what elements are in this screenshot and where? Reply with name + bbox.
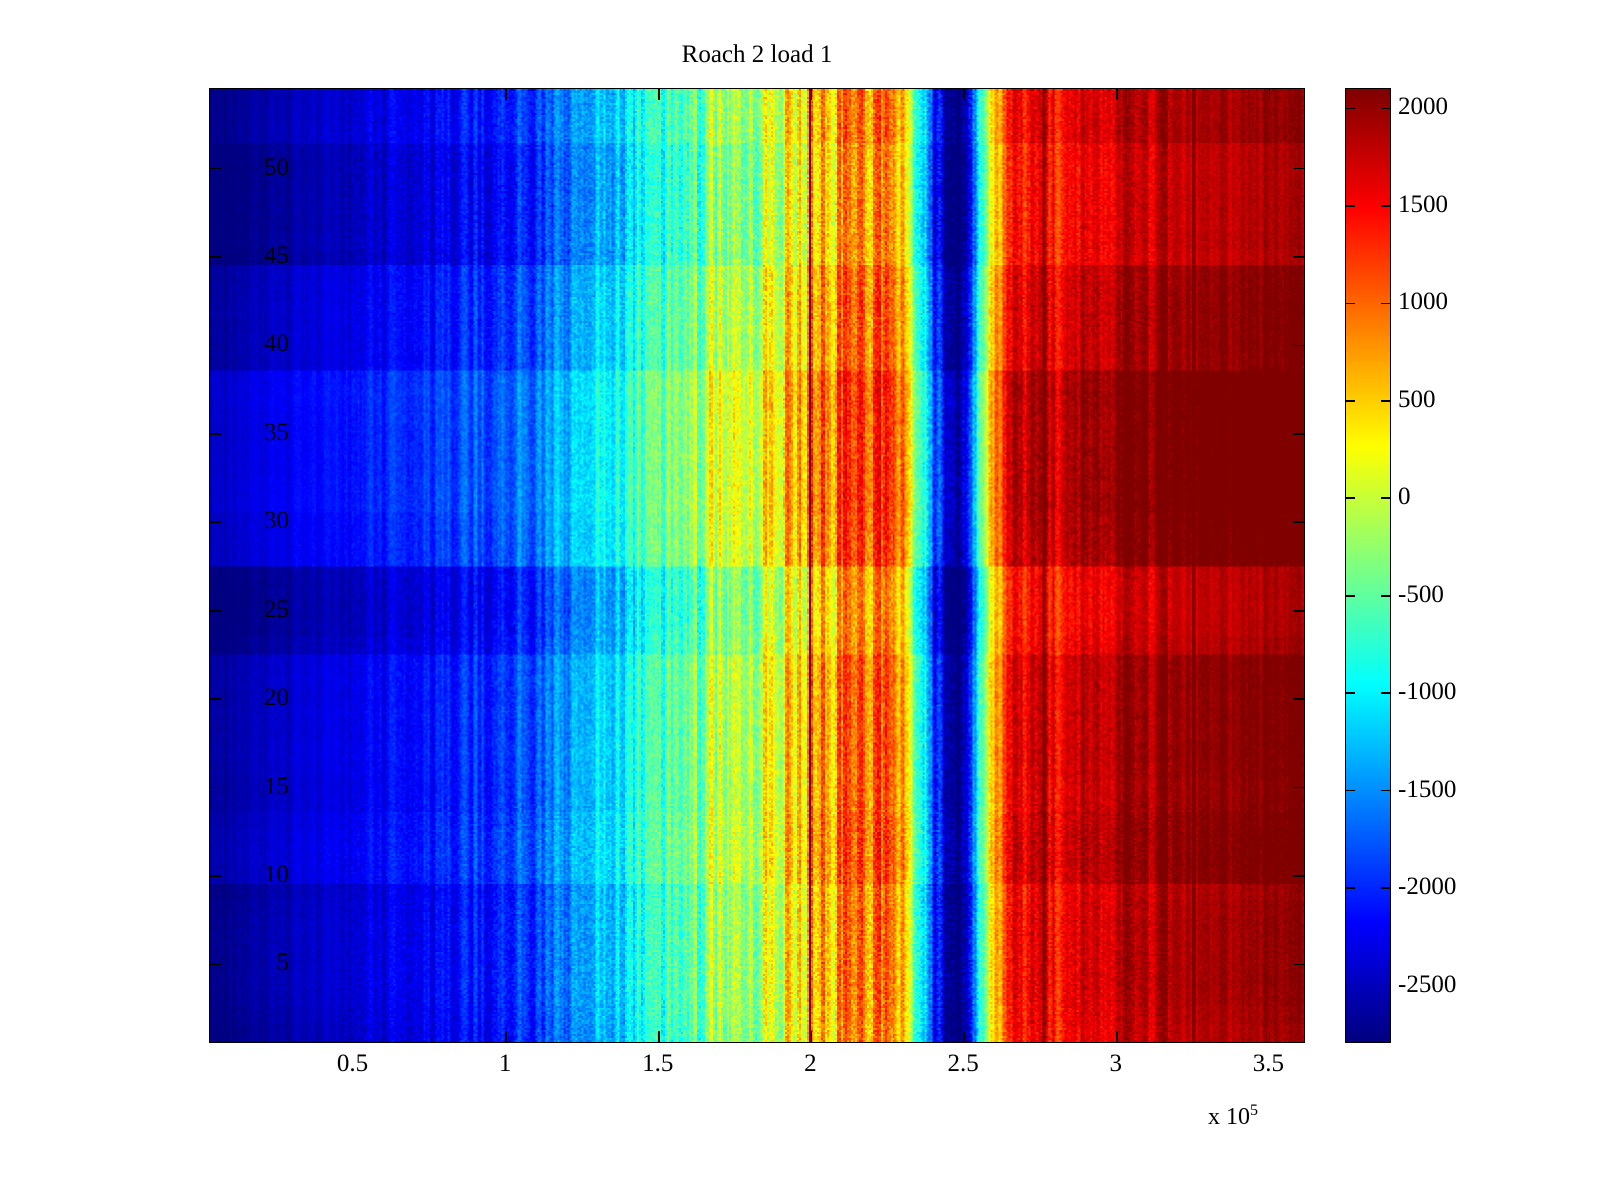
y-axis-tick-mark-right: [1293, 521, 1304, 524]
x-axis-tick-mark-top: [963, 89, 965, 100]
y-axis-tick-mark: [210, 344, 221, 347]
colorbar-tick-label: -2000: [1398, 873, 1457, 901]
y-axis-tick-mark: [210, 521, 221, 524]
y-axis-tick-label: 5: [276, 949, 290, 977]
x-axis-tick-mark-top: [505, 89, 507, 100]
x-axis-tick-mark-top: [1268, 89, 1271, 100]
colorbar-tick-mark-left: [1346, 887, 1355, 889]
x-axis-tick-mark-top: [657, 89, 660, 100]
colorbar-tick-label: 1500: [1398, 190, 1448, 218]
colorbar-tick-label: 500: [1398, 385, 1436, 413]
heatmap-image: [210, 89, 1304, 1042]
x-axis-tick-mark: [963, 1031, 965, 1042]
y-axis-tick-mark: [210, 609, 221, 612]
colorbar-tick-mark-right: [1381, 400, 1390, 402]
y-axis-tick-mark: [210, 786, 221, 789]
x-axis-tick-mark-top: [352, 89, 355, 100]
y-axis-tick-label: 30: [264, 507, 289, 535]
colorbar-gradient: [1346, 89, 1390, 1042]
y-axis-tick-mark-right: [1293, 786, 1304, 789]
colorbar-tick-label: -2500: [1398, 970, 1457, 998]
y-axis-tick-mark: [210, 963, 221, 966]
colorbar-tick-mark-left: [1346, 692, 1355, 694]
y-axis-tick-mark-right: [1293, 433, 1304, 435]
y-axis-tick-label: 10: [264, 860, 289, 888]
x-axis-tick-mark: [352, 1031, 355, 1042]
y-axis-tick-mark: [210, 875, 221, 877]
x-axis-tick-mark: [1115, 1031, 1118, 1042]
x-axis-tick-label: 2: [804, 1050, 817, 1077]
x-axis-tick-label: 0.5: [336, 1050, 369, 1077]
colorbar-tick-label: 2000: [1398, 93, 1448, 121]
x-exponent-mantissa: x 10: [1208, 1104, 1250, 1130]
y-axis-tick-mark: [210, 433, 221, 435]
y-axis-tick-mark-right: [1293, 698, 1304, 700]
colorbar-tick-label: -500: [1398, 580, 1444, 608]
x-axis-tick-mark: [1268, 1031, 1271, 1042]
colorbar-tick-mark-right: [1381, 497, 1390, 500]
colorbar-tick-label: -1500: [1398, 775, 1457, 803]
colorbar-tick-mark-right: [1381, 205, 1390, 207]
colorbar-tick-mark-left: [1346, 400, 1355, 402]
colorbar-tick-mark-left: [1346, 789, 1355, 792]
colorbar-tick-mark-left: [1346, 107, 1355, 110]
x-axis-tick-mark: [810, 1031, 813, 1042]
x-axis-tick-label: 1.5: [642, 1050, 674, 1077]
x-axis-tick-label: 3: [1109, 1050, 1122, 1077]
y-axis-tick-label: 35: [264, 418, 289, 446]
colorbar-tick-mark-left: [1346, 205, 1355, 207]
y-axis-tick-mark-right: [1293, 875, 1304, 877]
colorbar-tick-mark-right: [1381, 887, 1390, 889]
heatmap-axes[interactable]: [209, 88, 1305, 1043]
colorbar-tick-label: 1000: [1398, 288, 1448, 316]
colorbar-tick-mark-left: [1346, 984, 1355, 987]
page-title: Roach 2 load 1: [681, 41, 833, 68]
y-axis-tick-mark: [210, 256, 221, 258]
y-axis-tick-mark-right: [1293, 344, 1304, 347]
colorbar-tick-label: -1000: [1398, 678, 1457, 706]
colorbar-tick-mark-right: [1381, 789, 1390, 792]
colorbar-tick-mark-left: [1346, 497, 1355, 500]
y-axis-tick-label: 15: [264, 772, 289, 800]
x-axis-tick-label: 3.5: [1252, 1050, 1284, 1077]
colorbar-tick-mark-right: [1381, 984, 1390, 987]
colorbar-tick-label: 0: [1398, 483, 1411, 511]
colorbar-tick-mark-left: [1346, 594, 1355, 597]
x-axis-tick-mark-top: [1115, 89, 1118, 100]
x-exponent-power: 5: [1250, 1102, 1258, 1119]
x-axis-tick-mark: [657, 1031, 660, 1042]
colorbar-tick-mark-right: [1381, 107, 1390, 110]
y-axis-tick-mark-right: [1293, 167, 1304, 170]
y-axis-tick-mark: [210, 698, 221, 700]
y-axis-tick-label: 45: [264, 242, 289, 269]
colorbar-tick-mark-right: [1381, 692, 1390, 694]
x-axis-tick-mark: [505, 1031, 507, 1042]
y-axis-tick-label: 20: [264, 684, 289, 712]
colorbar[interactable]: [1345, 88, 1391, 1043]
y-axis-tick-label: 50: [264, 153, 289, 181]
y-axis-tick-mark: [210, 167, 221, 170]
x-axis-tick-label: 2.5: [947, 1050, 979, 1077]
x-axis-tick-label: 1: [498, 1050, 512, 1077]
x-axis-exponent-label: x 105: [1208, 1102, 1258, 1131]
y-axis-tick-mark-right: [1293, 256, 1304, 258]
x-axis-tick-mark-top: [810, 89, 813, 100]
y-axis-tick-label: 25: [264, 595, 289, 623]
colorbar-tick-mark-left: [1346, 302, 1355, 305]
colorbar-tick-mark-right: [1381, 302, 1390, 305]
y-axis-tick-mark-right: [1293, 609, 1304, 612]
colorbar-tick-mark-right: [1381, 594, 1390, 597]
y-axis-tick-mark-right: [1293, 963, 1304, 966]
y-axis-tick-label: 40: [264, 330, 289, 358]
